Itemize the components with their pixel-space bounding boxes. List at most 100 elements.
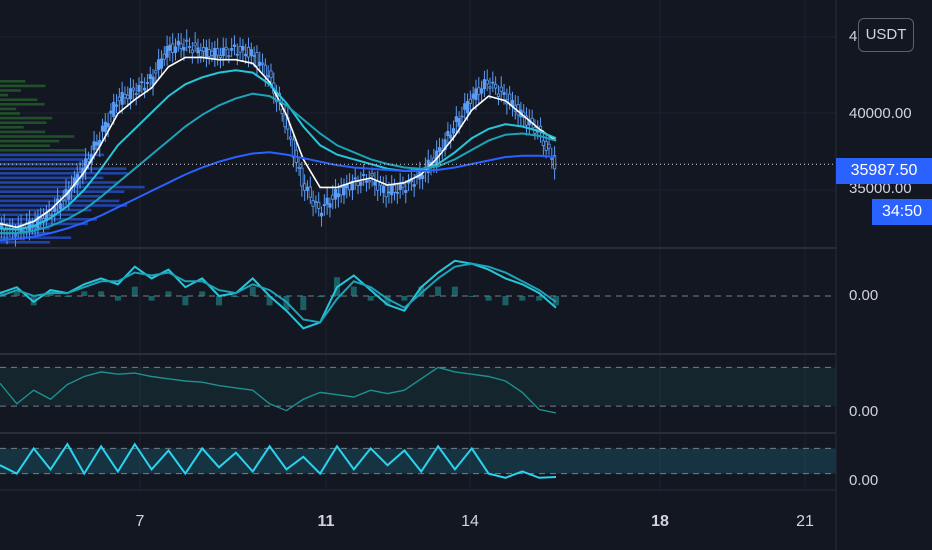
candle-body — [106, 123, 110, 128]
candle-body — [154, 70, 158, 74]
candle-body — [131, 87, 135, 91]
candle-body — [258, 61, 262, 66]
volume-profile-bar — [0, 144, 50, 147]
macd-histogram-bar — [451, 286, 458, 296]
macd-zero-label: 0.00 — [849, 287, 878, 304]
candle-body — [477, 87, 481, 95]
candle-body — [446, 130, 450, 137]
candle-body — [100, 125, 105, 132]
candle-body — [541, 140, 545, 146]
candle-body — [328, 203, 332, 208]
candle-body — [221, 47, 225, 57]
candle-body — [325, 197, 329, 205]
volume-profile-bar — [0, 130, 46, 134]
candle-body — [145, 82, 150, 84]
candle-body — [319, 212, 324, 217]
candle-body — [246, 46, 251, 58]
candle-body — [269, 70, 273, 79]
volume-profile-bar — [0, 195, 101, 198]
macd-histogram-bar — [401, 296, 408, 301]
candle-body — [244, 53, 248, 57]
candle-body — [353, 177, 357, 180]
candle-body — [499, 86, 503, 92]
candle-body — [238, 46, 242, 53]
time-axis-label-11: 11 — [318, 513, 335, 530]
time-axis-label-18: 18 — [651, 513, 669, 530]
candle-body — [123, 94, 127, 99]
rsi-pane — [0, 366, 836, 414]
macd-histogram-bar — [266, 296, 273, 306]
volume-profile-bar — [0, 89, 21, 92]
candle-body — [199, 50, 203, 58]
macd-pane — [0, 259, 836, 330]
volume-profile-bar — [0, 84, 46, 88]
candle-body — [232, 44, 237, 47]
macd-histogram-bar — [300, 296, 307, 311]
moving-average-line — [0, 151, 557, 242]
stoch-line — [0, 442, 557, 479]
candle-body — [227, 55, 231, 58]
macd-histogram-bar — [64, 296, 71, 297]
candle-body — [143, 87, 147, 91]
volume-profile-bar — [0, 107, 17, 111]
macd-histogram-bar — [468, 296, 475, 297]
candle-body — [151, 76, 155, 86]
candle-body — [508, 93, 512, 104]
macd-histogram-bar — [232, 296, 239, 297]
time-axis[interactable]: 7 11 14 18 21 — [136, 513, 814, 530]
candle-body — [162, 53, 166, 60]
candle-body — [336, 193, 340, 198]
macd-histogram-bar — [435, 286, 442, 296]
candle-body — [201, 47, 206, 52]
currency-button[interactable]: USDT — [858, 18, 914, 52]
volume-profile-bar — [0, 98, 38, 101]
macd-histogram-bar — [519, 296, 526, 301]
volume-profile-bar — [0, 121, 47, 124]
candle-body — [92, 141, 96, 151]
macd-histogram-bar — [165, 291, 172, 296]
macd-histogram-bar — [485, 296, 492, 301]
candle-body — [134, 93, 138, 95]
price-tick-top: 4 — [849, 28, 857, 45]
macd-histogram-bar — [384, 296, 391, 306]
macd-line — [0, 262, 557, 324]
candle-body — [86, 158, 91, 162]
candle-body — [13, 234, 18, 237]
candle-body — [376, 180, 380, 191]
candle-body — [173, 46, 178, 53]
volume-profile-bar — [0, 231, 51, 235]
candle-body — [137, 84, 141, 92]
candle-body — [58, 203, 62, 209]
candle-body — [182, 46, 186, 51]
moving-average-line — [0, 92, 557, 235]
candle-body — [165, 46, 169, 58]
candle-body — [187, 46, 192, 48]
volume-profile-bar — [0, 190, 125, 193]
candle-body — [210, 50, 214, 56]
volume-profile-bar — [0, 158, 84, 161]
candle-body — [190, 49, 194, 54]
candle-body — [103, 121, 107, 132]
candle-body — [552, 154, 557, 170]
moving-average-line — [0, 56, 557, 229]
volume-profile-bar — [0, 176, 104, 180]
moving-averages — [0, 56, 557, 242]
candle-body — [300, 167, 304, 187]
candle-body — [260, 62, 265, 65]
time-axis-label-14: 14 — [461, 513, 479, 530]
candle-body — [364, 180, 369, 183]
candle-body — [196, 47, 200, 54]
macd-histogram-bar — [131, 286, 138, 296]
candle-body — [224, 46, 228, 51]
time-axis-label-21: 21 — [796, 513, 814, 530]
macd-histogram-bar — [148, 296, 155, 301]
candle-body — [362, 174, 366, 176]
stoch-zero-label: 0.00 — [849, 472, 878, 489]
price-tick-partial: 35000.00 — [849, 180, 912, 197]
candle-body — [437, 147, 442, 152]
candle-body — [117, 96, 121, 102]
candle-body — [263, 64, 267, 77]
candle-body — [322, 204, 326, 206]
candle-body — [390, 185, 394, 196]
